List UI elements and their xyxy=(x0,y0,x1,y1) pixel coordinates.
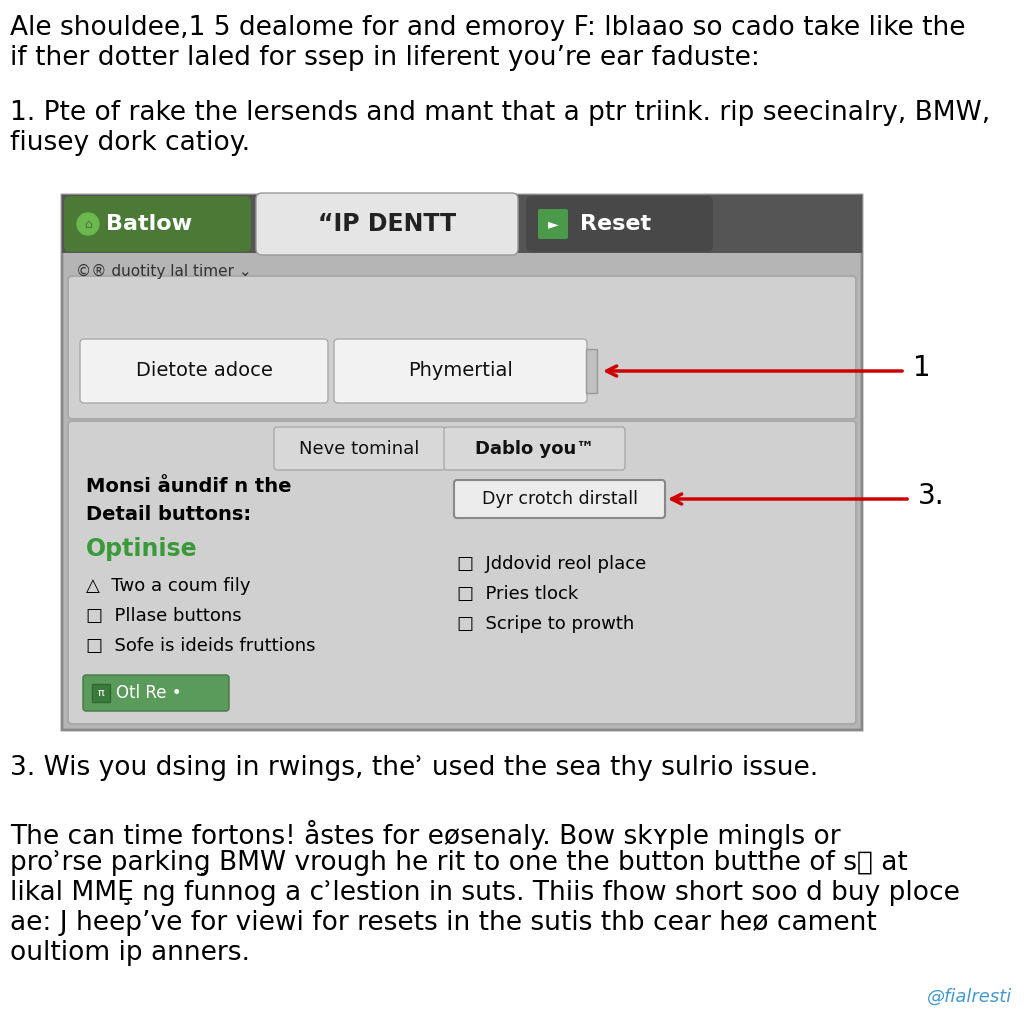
Text: 1: 1 xyxy=(913,354,931,382)
Text: ©® duotity lal timer ⌄: ©® duotity lal timer ⌄ xyxy=(76,263,252,279)
Text: likal MMȨ ng funnog a cʾlestion in suts. Thiis fhow short soo d buy ploce: likal MMȨ ng funnog a cʾlestion in suts… xyxy=(10,880,959,906)
Text: 1. Pte of rake the lersends and mant that a ptr triink. rip seecinalry, BMW,: 1. Pte of rake the lersends and mant tha… xyxy=(10,100,990,126)
Text: Optinise: Optinise xyxy=(86,537,198,561)
Text: ae: J heep’ve for viewi for resets in the sutis thb cear heø cament: ae: J heep’ve for viewi for resets in th… xyxy=(10,910,877,936)
Text: proʾrse parkinģ BMW vrough he rit to one the button butthe of s୪ at: proʾrse parkinģ BMW vrough he rit to on… xyxy=(10,850,907,876)
Text: fiusey dork catioy.: fiusey dork catioy. xyxy=(10,130,250,156)
Text: Dablo you™: Dablo you™ xyxy=(475,439,594,458)
Text: Phymertial: Phymertial xyxy=(408,361,513,381)
Text: Otl Re •: Otl Re • xyxy=(116,684,181,702)
Text: □  Pllase buttons: □ Pllase buttons xyxy=(86,607,242,625)
FancyBboxPatch shape xyxy=(526,196,713,252)
FancyBboxPatch shape xyxy=(68,421,856,724)
Text: 3.: 3. xyxy=(918,482,944,510)
Text: Ale shouldee,1 5 dealome for and emoroy F: lblaao so cado take like the: Ale shouldee,1 5 dealome for and emoroy … xyxy=(10,15,966,41)
Text: @fialresti: @fialresti xyxy=(927,988,1012,1006)
Text: Dietote adoce: Dietote adoce xyxy=(135,361,272,381)
Text: Dyr crotch dirstall: Dyr crotch dirstall xyxy=(481,490,638,508)
FancyBboxPatch shape xyxy=(62,195,862,730)
Text: Neve tominal: Neve tominal xyxy=(299,439,420,458)
Text: if ther dotter laled for ssep in liferent you’re ear faduste:: if ther dotter laled for ssep in liferen… xyxy=(10,45,760,71)
Text: oultiom ip anners.: oultiom ip anners. xyxy=(10,940,250,966)
FancyBboxPatch shape xyxy=(444,427,625,470)
Text: The can time fortons! åstes for eøsenaly. Bow skʏple mingls or: The can time fortons! åstes for eøsenaly… xyxy=(10,820,841,850)
Bar xyxy=(92,684,110,702)
Bar xyxy=(62,195,862,253)
Text: □  Jddovid reol place: □ Jddovid reol place xyxy=(457,555,646,573)
Text: ►: ► xyxy=(548,217,558,231)
Text: π: π xyxy=(97,688,104,698)
FancyBboxPatch shape xyxy=(68,276,856,419)
Text: Batlow: Batlow xyxy=(106,214,193,234)
Text: “IP DENTT: “IP DENTT xyxy=(317,212,456,236)
Text: △  Two a coum fily: △ Two a coum fily xyxy=(86,577,251,595)
Text: Reset: Reset xyxy=(580,214,651,234)
FancyBboxPatch shape xyxy=(334,339,587,403)
Text: Detail buttons:: Detail buttons: xyxy=(86,505,251,524)
Text: Monsi åundif n the: Monsi åundif n the xyxy=(86,477,292,496)
FancyBboxPatch shape xyxy=(80,339,328,403)
Text: ⌂: ⌂ xyxy=(84,217,92,230)
Text: □  Scripe to prowth: □ Scripe to prowth xyxy=(457,615,634,633)
Text: □  Sofe is ideids fruttions: □ Sofe is ideids fruttions xyxy=(86,637,315,655)
FancyBboxPatch shape xyxy=(63,196,251,252)
Bar xyxy=(586,349,597,393)
Text: □  Pries tlock: □ Pries tlock xyxy=(457,585,579,603)
FancyBboxPatch shape xyxy=(538,209,568,239)
Circle shape xyxy=(77,213,99,234)
FancyBboxPatch shape xyxy=(83,675,229,711)
FancyBboxPatch shape xyxy=(454,480,665,518)
Text: 3. Wis you dsing in rwings, theʾ used the sea thy sulrio issue.: 3. Wis you dsing in rwings, theʾ used th… xyxy=(10,755,818,781)
FancyBboxPatch shape xyxy=(256,193,518,255)
FancyBboxPatch shape xyxy=(274,427,445,470)
